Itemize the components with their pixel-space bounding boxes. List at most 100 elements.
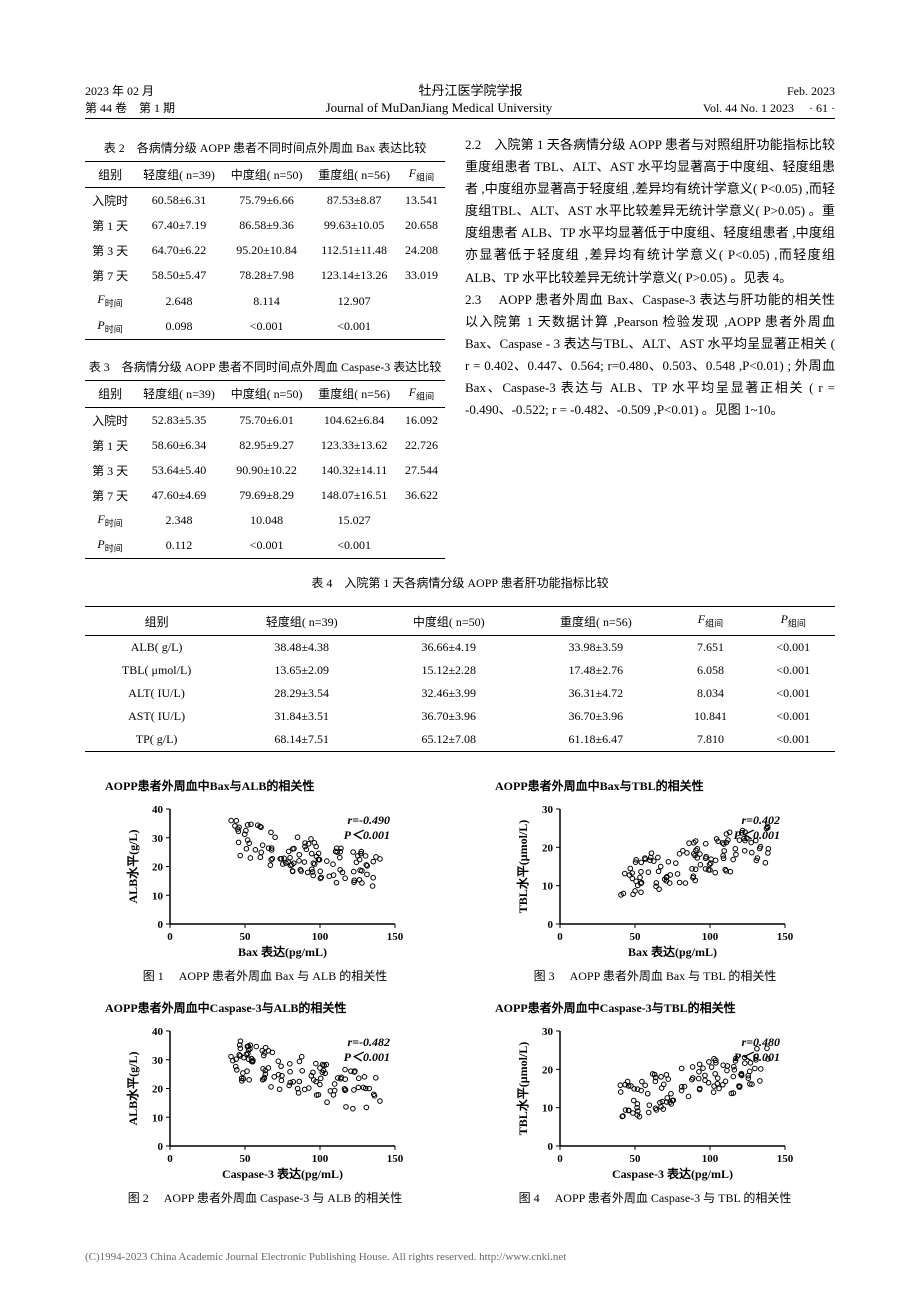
scatter-chart: 010203040050100150r=-0.490P＜0.001Bax 表达(… <box>125 799 405 959</box>
fig-title: AOPP患者外周血中Caspase-3与TBL的相关性 <box>495 999 835 1016</box>
page-header-2: 第 44 卷 第 1 期 Journal of MuDanJiang Medic… <box>85 99 835 116</box>
table3-h3: 重度组( n=56) <box>310 381 398 407</box>
svg-text:30: 30 <box>152 1054 164 1066</box>
table-cell: 7.651 <box>669 635 751 659</box>
svg-text:50: 50 <box>240 931 252 943</box>
table-row: 第 3 天64.70±6.2295.20±10.84112.51±11.4824… <box>85 238 445 263</box>
table3-h0: 组别 <box>85 381 135 407</box>
table-cell: 第 7 天 <box>85 263 135 288</box>
table-cell: 第 1 天 <box>85 213 135 238</box>
svg-text:10: 10 <box>152 890 164 902</box>
table-cell: 36.70±3.96 <box>522 705 669 728</box>
svg-text:100: 100 <box>702 931 719 943</box>
svg-text:r=0.480: r=0.480 <box>741 1035 780 1049</box>
table-cell: <0.001 <box>752 728 836 752</box>
header-journal-cn: 牡丹江医学院学报 <box>419 80 523 99</box>
table-cell: <0.001 <box>752 659 836 682</box>
table-cell: ALT( IU/L) <box>85 682 228 705</box>
table-cell: 入院时 <box>85 407 135 433</box>
svg-text:0: 0 <box>158 919 164 931</box>
svg-text:TBL水平(μmol/L): TBL水平(μmol/L) <box>515 819 530 912</box>
table2-h1: 轻度组( n=39) <box>135 162 223 188</box>
table-cell: AST( IU/L) <box>85 705 228 728</box>
table-cell: 148.07±16.51 <box>310 483 398 508</box>
table-cell: 90.90±10.22 <box>223 458 311 483</box>
table-cell: 8.034 <box>669 682 751 705</box>
table-cell: 52.83±5.35 <box>135 407 223 433</box>
svg-text:20: 20 <box>542 842 554 854</box>
svg-text:150: 150 <box>387 931 404 943</box>
table-cell: 87.53±8.87 <box>310 188 398 214</box>
svg-text:50: 50 <box>630 1153 642 1165</box>
svg-text:20: 20 <box>152 861 164 873</box>
svg-text:P＜0.001: P＜0.001 <box>344 1050 390 1064</box>
table-cell: <0.001 <box>752 705 836 728</box>
svg-text:30: 30 <box>152 832 164 844</box>
svg-text:40: 40 <box>152 1026 164 1038</box>
svg-text:Bax 表达(pg/mL): Bax 表达(pg/mL) <box>628 944 717 959</box>
table-cell: 0.098 <box>135 314 223 340</box>
table-cell: 79.69±8.29 <box>223 483 311 508</box>
table4-h3: 重度组( n=56) <box>522 607 669 635</box>
table-cell: 15.027 <box>310 508 398 533</box>
table-cell: 65.12±7.08 <box>375 728 522 752</box>
svg-text:150: 150 <box>777 1153 794 1165</box>
table-row: TP( g/L)68.14±7.5165.12±7.0861.18±6.477.… <box>85 728 835 752</box>
svg-text:r=0.402: r=0.402 <box>741 813 780 827</box>
header-divider <box>85 118 835 119</box>
table-cell: 67.40±7.19 <box>135 213 223 238</box>
table4-h5: P组间 <box>752 607 836 635</box>
table-row: 第 1 天58.60±6.3482.95±9.27123.33±13.6222.… <box>85 433 445 458</box>
svg-text:150: 150 <box>387 1153 404 1165</box>
figures-grid: AOPP患者外周血中Bax与ALB的相关性 010203040050100150… <box>85 772 835 1221</box>
chart-wrap: 010203040050100150r=-0.482P＜0.001Caspase… <box>85 1021 445 1181</box>
table-row: ALB( g/L)38.48±4.3836.66±4.1933.98±3.597… <box>85 635 835 659</box>
table-cell: 47.60±4.69 <box>135 483 223 508</box>
table-cell: 第 1 天 <box>85 433 135 458</box>
table-row: 第 7 天47.60±4.6979.69±8.29148.07±16.5136.… <box>85 483 445 508</box>
svg-text:Bax 表达(pg/mL): Bax 表达(pg/mL) <box>238 944 327 959</box>
svg-text:0: 0 <box>167 1153 173 1165</box>
table-row: AST( IU/L)31.84±3.5136.70±3.9636.70±3.96… <box>85 705 835 728</box>
table-cell: P时间 <box>85 314 135 340</box>
table-row: ALT( IU/L)28.29±3.5432.46±3.9936.31±4.72… <box>85 682 835 705</box>
table-cell: 15.12±2.28 <box>375 659 522 682</box>
fig-caption: 图 2 AOPP 患者外周血 Caspase-3 与 ALB 的相关性 <box>85 1189 445 1206</box>
svg-text:20: 20 <box>152 1083 164 1095</box>
table4-caption: 表 4 入院第 1 天各病情分级 AOPP 患者肝功能指标比较 <box>85 574 835 591</box>
table-cell: 78.28±7.98 <box>223 263 311 288</box>
svg-text:0: 0 <box>548 919 554 931</box>
table-cell: 8.114 <box>223 288 311 313</box>
header-volume-cn: 第 44 卷 第 1 期 <box>85 99 175 116</box>
table-cell: 16.092 <box>398 407 445 433</box>
table-cell: 32.46±3.99 <box>375 682 522 705</box>
table-cell: 31.84±3.51 <box>228 705 375 728</box>
table-row: 第 1 天67.40±7.1986.58±9.3699.63±10.0520.6… <box>85 213 445 238</box>
scatter-chart: 0102030050100150r=0.402P＜0.001Bax 表达(pg/… <box>515 799 795 959</box>
table-cell: 28.29±3.54 <box>228 682 375 705</box>
header-volume-en: Vol. 44 No. 1 2023 <box>703 101 794 115</box>
table-cell: 10.048 <box>223 508 311 533</box>
table4-h4: F组间 <box>669 607 751 635</box>
table-cell: 第 3 天 <box>85 238 135 263</box>
table-cell: 0.112 <box>135 533 223 559</box>
table-cell: 33.019 <box>398 263 445 288</box>
table-cell: 58.60±6.34 <box>135 433 223 458</box>
table-cell: 36.31±4.72 <box>522 682 669 705</box>
scatter-chart: 010203040050100150r=-0.482P＜0.001Caspase… <box>125 1021 405 1181</box>
table-row-f: F时间2.34810.04815.027 <box>85 508 445 533</box>
svg-text:ALB水平(g/L): ALB水平(g/L) <box>125 1051 140 1125</box>
svg-text:30: 30 <box>542 1026 554 1038</box>
table-cell: 123.14±13.26 <box>310 263 398 288</box>
table2-caption: 表 2 各病情分级 AOPP 患者不同时间点外周血 Bax 表达比较 <box>85 139 445 156</box>
fig-title: AOPP患者外周血中Caspase-3与ALB的相关性 <box>105 999 445 1016</box>
body-text-1: 2.2 入院第 1 天各病情分级 AOPP 患者与对照组肝功能指标比较 重度组患… <box>465 134 835 289</box>
table-cell: 22.726 <box>398 433 445 458</box>
chart-wrap: 0102030050100150r=0.402P＜0.001Bax 表达(pg/… <box>475 799 835 959</box>
table-cell: 61.18±6.47 <box>522 728 669 752</box>
fig-caption: 图 4 AOPP 患者外周血 Caspase-3 与 TBL 的相关性 <box>475 1189 835 1206</box>
table2-h2: 中度组( n=50) <box>223 162 311 188</box>
svg-text:TBL水平(μmol/L): TBL水平(μmol/L) <box>515 1041 530 1134</box>
table-cell: 68.14±7.51 <box>228 728 375 752</box>
table-cell: 入院时 <box>85 188 135 214</box>
